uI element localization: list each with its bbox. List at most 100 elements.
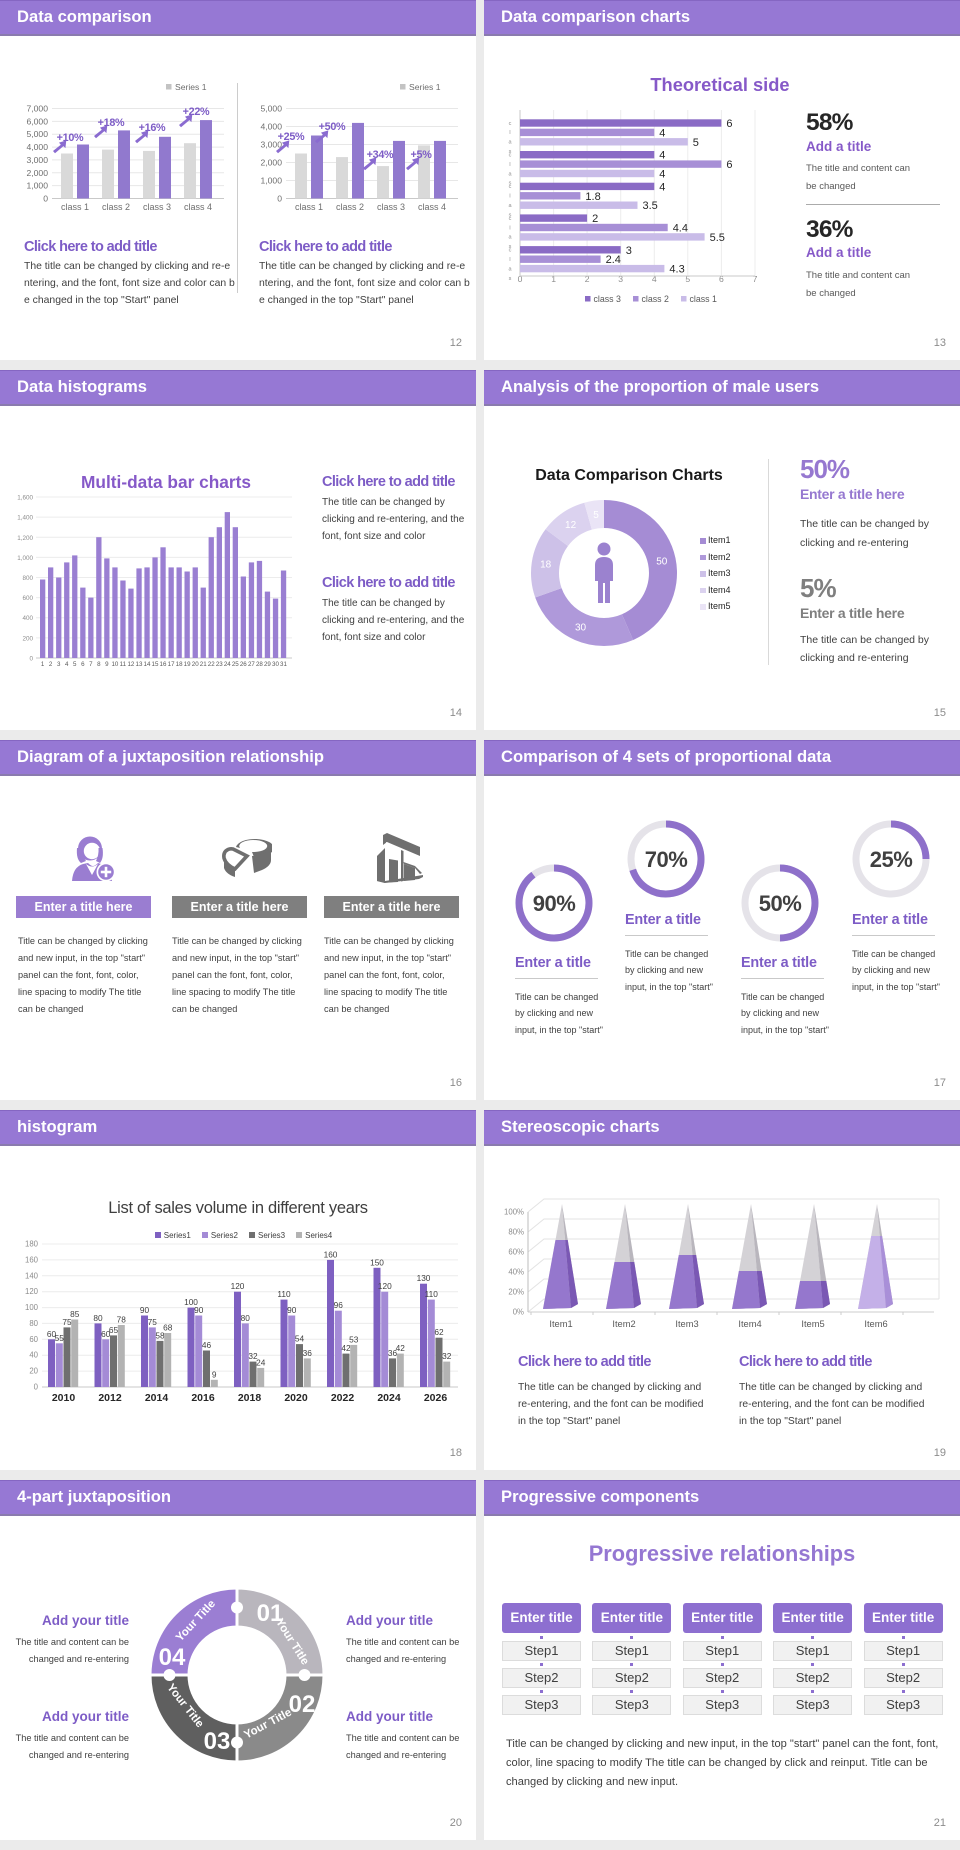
svg-text:36: 36 — [303, 1348, 313, 1358]
svg-text:class 2: class 2 — [642, 294, 669, 304]
svg-text:2014: 2014 — [145, 1392, 169, 1404]
svg-text:class 1: class 1 — [690, 294, 717, 304]
svg-text:Series 1: Series 1 — [175, 82, 207, 92]
svg-text:60: 60 — [29, 1335, 38, 1344]
svg-text:0: 0 — [518, 274, 523, 284]
svg-text:class 1: class 1 — [295, 202, 323, 212]
svg-text:110: 110 — [277, 1289, 291, 1299]
svg-text:70%: 70% — [645, 847, 688, 872]
svg-text:+22%: +22% — [183, 106, 210, 118]
svg-text:c: c — [509, 216, 512, 222]
svg-text:75: 75 — [62, 1317, 72, 1327]
svg-text:180: 180 — [25, 1240, 39, 1249]
svg-text:s: s — [509, 212, 512, 218]
svg-text:9: 9 — [212, 1369, 217, 1379]
svg-text:90%: 90% — [533, 891, 576, 916]
svg-text:l: l — [509, 225, 510, 231]
svg-text:15: 15 — [152, 661, 159, 668]
svg-text:Item6: Item6 — [864, 1319, 887, 1329]
svg-text:800: 800 — [22, 575, 33, 582]
svg-text:0: 0 — [34, 1383, 39, 1392]
svg-text:6: 6 — [726, 118, 732, 130]
svg-text:3,000: 3,000 — [260, 140, 282, 150]
svg-text:42: 42 — [396, 1343, 406, 1353]
svg-text:130: 130 — [417, 1273, 431, 1283]
svg-text:class 3: class 3 — [143, 202, 171, 212]
svg-text:62: 62 — [434, 1327, 444, 1337]
svg-text:14: 14 — [144, 661, 151, 668]
svg-text:26: 26 — [240, 661, 247, 668]
svg-text:2010: 2010 — [52, 1392, 76, 1404]
svg-text:58: 58 — [155, 1330, 165, 1340]
svg-text:3,000: 3,000 — [26, 155, 48, 165]
svg-text:12: 12 — [565, 520, 577, 531]
svg-text:22: 22 — [208, 661, 215, 668]
svg-text:120: 120 — [378, 1281, 392, 1291]
svg-text:2012: 2012 — [98, 1392, 122, 1404]
svg-text:1: 1 — [41, 661, 45, 668]
svg-text:6: 6 — [726, 159, 732, 171]
svg-text:a: a — [508, 140, 512, 146]
svg-text:0: 0 — [43, 194, 48, 204]
svg-text:Item3: Item3 — [675, 1319, 698, 1329]
svg-text:90: 90 — [194, 1305, 204, 1315]
svg-text:100: 100 — [184, 1297, 198, 1307]
svg-text:80: 80 — [241, 1313, 251, 1323]
svg-text:28: 28 — [256, 661, 263, 668]
svg-text:46: 46 — [202, 1340, 212, 1350]
svg-text:class 1: class 1 — [61, 202, 89, 212]
svg-text:55: 55 — [55, 1333, 65, 1343]
svg-text:9: 9 — [105, 661, 109, 668]
svg-text:3: 3 — [618, 274, 623, 284]
svg-text:c: c — [509, 184, 512, 190]
svg-text:Series 1: Series 1 — [409, 82, 441, 92]
svg-text:4: 4 — [659, 169, 665, 181]
svg-text:5,000: 5,000 — [26, 129, 48, 139]
svg-text:s: s — [509, 276, 512, 282]
svg-text:120: 120 — [25, 1287, 39, 1296]
svg-text:24: 24 — [256, 1357, 266, 1367]
svg-text:Item2: Item2 — [612, 1319, 635, 1329]
svg-text:19: 19 — [184, 661, 191, 668]
svg-text:a: a — [508, 203, 512, 209]
svg-text:18: 18 — [176, 661, 183, 668]
svg-text:10: 10 — [111, 661, 118, 668]
svg-text:Item5: Item5 — [801, 1319, 824, 1329]
svg-text:5: 5 — [593, 510, 599, 521]
svg-text:class 2: class 2 — [102, 202, 130, 212]
svg-text:23: 23 — [216, 661, 223, 668]
svg-text:90: 90 — [287, 1305, 297, 1315]
svg-text:96: 96 — [334, 1300, 344, 1310]
svg-text:s: s — [509, 149, 512, 155]
svg-text:20%: 20% — [508, 1288, 524, 1297]
svg-text:11: 11 — [120, 661, 127, 668]
svg-text:20: 20 — [192, 661, 199, 668]
svg-text:l: l — [509, 162, 510, 168]
svg-text:a: a — [508, 235, 512, 241]
svg-text:36: 36 — [388, 1348, 398, 1358]
svg-text:60: 60 — [47, 1329, 57, 1339]
svg-text:6,000: 6,000 — [26, 116, 48, 126]
svg-text:Item1: Item1 — [549, 1319, 572, 1329]
svg-text:100: 100 — [25, 1303, 39, 1312]
svg-text:6: 6 — [719, 274, 724, 284]
svg-text:140: 140 — [25, 1271, 39, 1280]
svg-text:60%: 60% — [508, 1248, 524, 1257]
svg-text:30: 30 — [272, 661, 279, 668]
svg-text:4,000: 4,000 — [260, 122, 282, 132]
svg-text:50%: 50% — [759, 891, 802, 916]
svg-text:65: 65 — [109, 1325, 119, 1335]
svg-text:1,000: 1,000 — [17, 555, 33, 562]
svg-text:2026: 2026 — [424, 1392, 448, 1404]
svg-text:class 4: class 4 — [184, 202, 212, 212]
svg-text:120: 120 — [231, 1281, 245, 1291]
svg-text:85: 85 — [70, 1309, 80, 1319]
svg-text:17: 17 — [168, 661, 175, 668]
svg-text:4,000: 4,000 — [26, 142, 48, 152]
svg-text:31: 31 — [280, 661, 287, 668]
svg-text:30: 30 — [575, 623, 587, 634]
svg-text:3: 3 — [57, 661, 61, 668]
svg-text:Item4: Item4 — [738, 1319, 761, 1329]
svg-text:53: 53 — [349, 1334, 359, 1344]
svg-text:18: 18 — [540, 560, 552, 571]
